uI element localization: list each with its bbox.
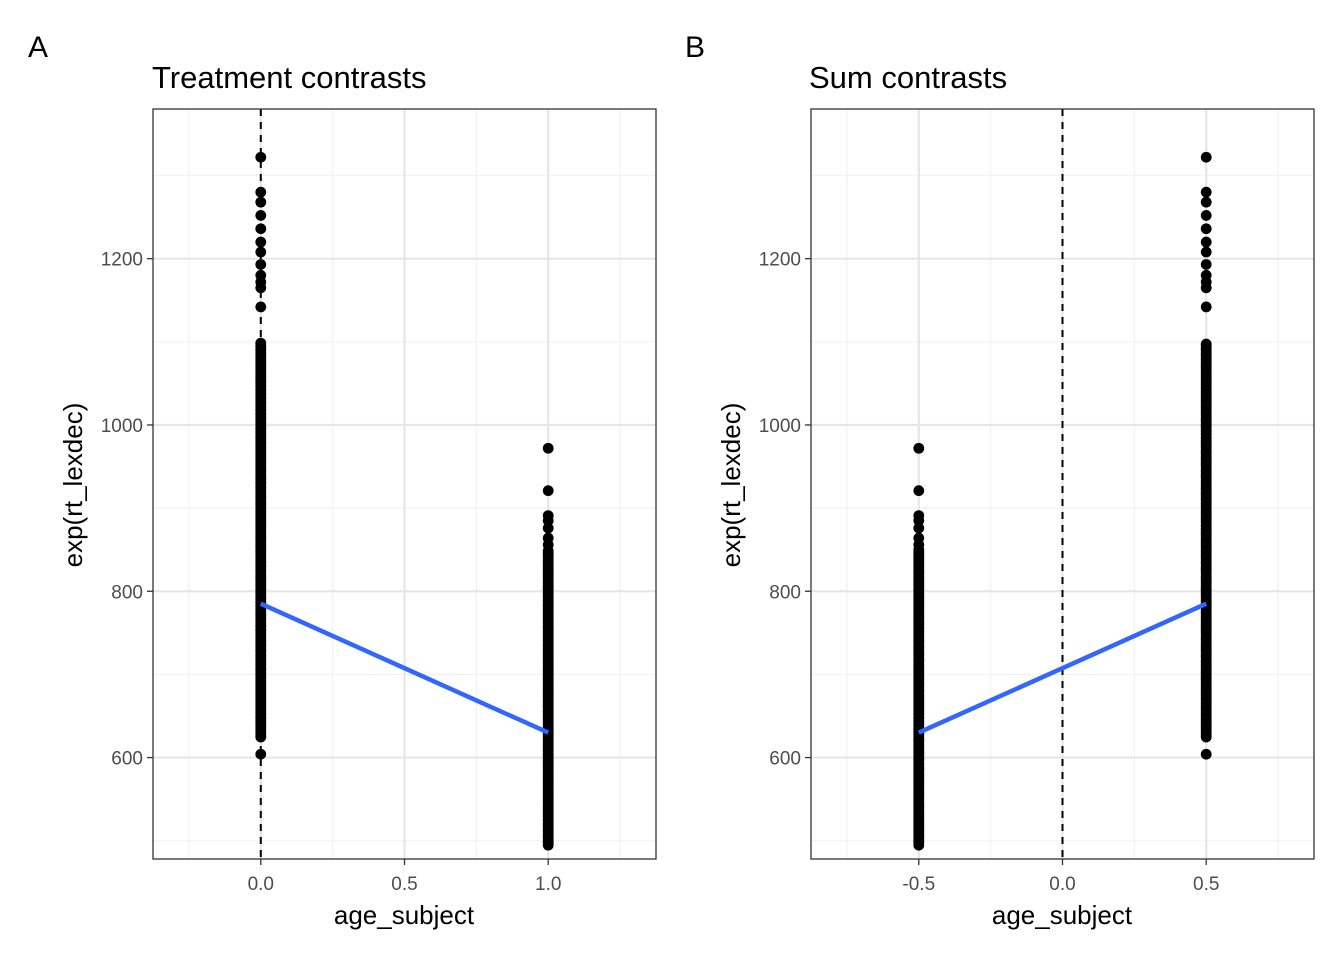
data-point-outlier — [255, 196, 267, 208]
x-tick-label: 1.0 — [535, 874, 561, 895]
data-point-outlier — [542, 532, 554, 544]
data-point-outlier — [255, 151, 267, 163]
y-tick-label: 1200 — [101, 250, 143, 271]
data-point-outlier — [1200, 151, 1212, 163]
regression-line — [917, 601, 1208, 735]
plot-area-b: 600 800 1000 1200 -0.5 0.0 0.5 — [759, 108, 1315, 895]
data-point-outlier — [1200, 301, 1212, 313]
data-point-outlier — [542, 522, 554, 534]
y-axis-title-a: exp(rt_lexdec) — [58, 403, 88, 568]
data-point-outlier — [1200, 246, 1212, 258]
data-point-outlier — [913, 442, 925, 454]
plot-area-a: 600 800 1000 1200 0.0 0.5 1.0 — [101, 108, 657, 895]
panel-a: A Treatment contrasts 600 800 1000 1200 0.0 0… — [28, 31, 657, 930]
data-point-outlier — [1200, 236, 1212, 248]
x-tick-label: 0.5 — [1193, 874, 1219, 895]
y-tick-label: 1200 — [759, 250, 801, 271]
data-point-outlier — [255, 236, 267, 248]
data-point-outlier — [913, 522, 925, 534]
data-point-outlier — [1200, 210, 1212, 221]
data-point-outlier — [913, 485, 925, 497]
data-point-outlier — [1200, 186, 1212, 198]
regression-line — [259, 601, 550, 735]
data-point-outlier — [542, 485, 554, 497]
data-point-outlier — [542, 510, 554, 521]
x-axis-title-a: age_subject — [334, 900, 475, 930]
data-point-outlier — [913, 532, 925, 544]
data-point-outlier — [1200, 269, 1212, 281]
panel-tag-b: B — [685, 31, 705, 64]
data-point-outlier — [255, 246, 267, 258]
x-tick-label: -0.5 — [902, 874, 935, 895]
y-tick-label: 600 — [769, 749, 801, 770]
x-tick-label: 0.0 — [1049, 874, 1075, 895]
data-point-outlier — [255, 301, 267, 313]
data-point-outlier — [913, 510, 925, 521]
data-point-outlier — [1200, 259, 1212, 270]
x-tick-label: 0.5 — [391, 874, 417, 895]
panel-b: B Sum contrasts 600 800 1000 1200 -0.5 0.0 0.5… — [685, 31, 1315, 930]
chart-title-a: Treatment contrasts — [152, 60, 427, 95]
data-point-outlier — [255, 223, 267, 235]
y-axis-title-b: exp(rt_lexdec) — [716, 403, 746, 568]
y-tick-label: 600 — [111, 749, 143, 770]
x-tick-label: 0.0 — [248, 874, 274, 895]
y-tick-label: 800 — [769, 582, 801, 603]
data-point-outlier — [1200, 196, 1212, 208]
data-point-outlier — [255, 748, 267, 760]
data-point-outlier — [255, 269, 267, 281]
chart-title-b: Sum contrasts — [809, 60, 1007, 95]
y-tick-label: 1000 — [101, 416, 143, 437]
data-point-outlier — [255, 210, 267, 221]
data-point — [1200, 338, 1212, 350]
data-point-outlier — [1200, 223, 1212, 235]
data-point-outlier — [255, 186, 267, 198]
data-point-outlier — [255, 259, 267, 270]
x-axis-title-b: age_subject — [992, 900, 1133, 930]
y-tick-label: 800 — [111, 582, 143, 603]
data-point — [255, 337, 267, 349]
data-point-outlier — [1200, 748, 1212, 760]
data-point-outlier — [542, 442, 554, 454]
y-tick-label: 1000 — [759, 416, 801, 437]
panel-tag-a: A — [28, 31, 48, 64]
